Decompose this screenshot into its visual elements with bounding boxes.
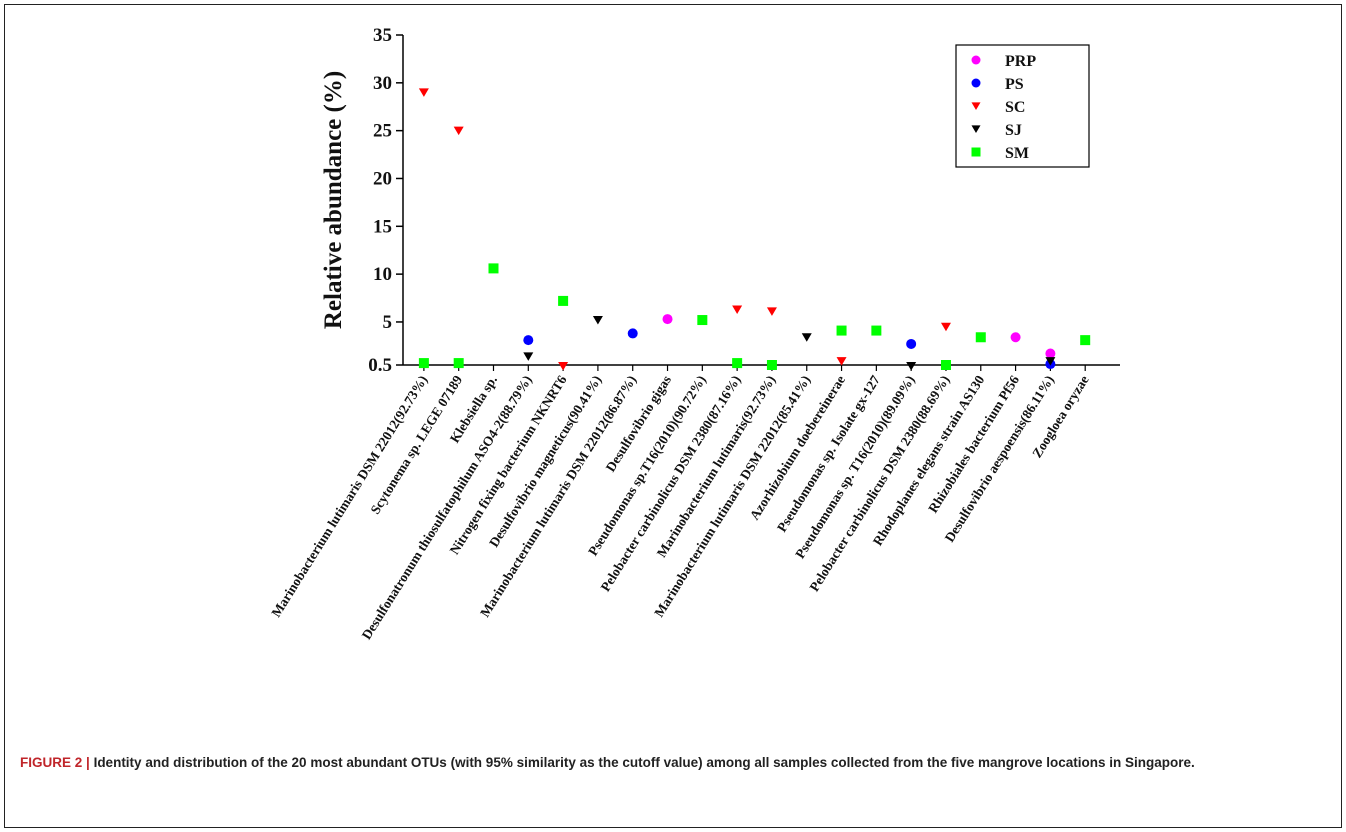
data-point-sm <box>558 295 569 306</box>
plot-axes <box>402 35 1120 366</box>
data-point-sm <box>940 360 951 370</box>
y-axis-ticks: 0.5 5 10 15 20 25 30 35 <box>368 25 403 376</box>
legend-marker-ps <box>971 78 981 88</box>
y-tick-label: 25 <box>373 121 392 142</box>
data-points <box>418 88 1091 371</box>
data-point-sj <box>592 316 603 325</box>
legend-marker-sm <box>971 147 981 157</box>
data-point-sj <box>1045 357 1056 366</box>
data-point-sj <box>906 361 917 371</box>
data-point-sc <box>418 88 429 97</box>
data-point-sm <box>1080 335 1091 346</box>
data-point-sm <box>732 358 743 369</box>
legend-label-ps: PS <box>1005 76 1024 93</box>
data-point-prp <box>1045 348 1056 359</box>
data-point-sc <box>836 357 847 366</box>
data-point-sc <box>940 322 951 332</box>
figure-caption: FIGURE 2 | Identity and distribution of … <box>20 753 1320 772</box>
legend: PRP PS SC SJ SM <box>955 44 1090 168</box>
data-point-prp <box>662 314 673 325</box>
data-point-sm <box>836 325 847 336</box>
data-point-sc <box>732 305 743 315</box>
data-point-sm <box>871 325 882 336</box>
data-point-sm <box>418 358 429 369</box>
figure-frame <box>4 4 1342 828</box>
x-axis-categories: Marinobacterium lutimaris DSM 22012(92.7… <box>268 365 1092 642</box>
y-tick-label: 5 <box>383 312 393 333</box>
legend-label-prp: PRP <box>1005 53 1036 70</box>
data-point-sm <box>453 358 464 369</box>
y-tick-label: 30 <box>373 73 392 94</box>
y-tick-label: 10 <box>373 264 392 285</box>
y-tick-label: 35 <box>373 25 392 46</box>
caption-text: Identity and distribution of the 20 most… <box>93 755 1195 770</box>
legend-label-sc: SC <box>1005 99 1025 116</box>
data-point-sm <box>697 315 708 326</box>
data-point-sm <box>975 332 986 343</box>
legend-marker-prp <box>971 55 981 65</box>
data-point-sj <box>523 352 534 361</box>
data-point-ps <box>906 338 917 349</box>
legend-label-sm: SM <box>1005 145 1029 162</box>
caption-label: FIGURE 2 | <box>20 755 90 770</box>
legend-marker-sj <box>971 125 981 134</box>
data-point-prp <box>1010 332 1021 343</box>
data-point-sm <box>766 360 777 370</box>
y-axis-label: Relative abundance (%) <box>320 71 347 329</box>
data-point-ps <box>627 328 638 339</box>
scatter-chart: 0.5 5 10 15 20 25 30 35 Marinobacterium lutimar… <box>268 25 1120 642</box>
y-tick-label: 0.5 <box>368 355 392 376</box>
data-point-sj <box>801 333 812 342</box>
data-point-sm <box>488 263 499 274</box>
data-point-sc <box>766 307 777 316</box>
data-point-sc <box>453 126 464 136</box>
legend-label-sj: SJ <box>1005 122 1022 139</box>
y-tick-label: 15 <box>373 216 392 237</box>
data-point-sc <box>558 361 569 371</box>
legend-marker-sc <box>971 102 981 111</box>
y-tick-label: 20 <box>373 168 392 189</box>
data-point-ps <box>523 335 534 346</box>
